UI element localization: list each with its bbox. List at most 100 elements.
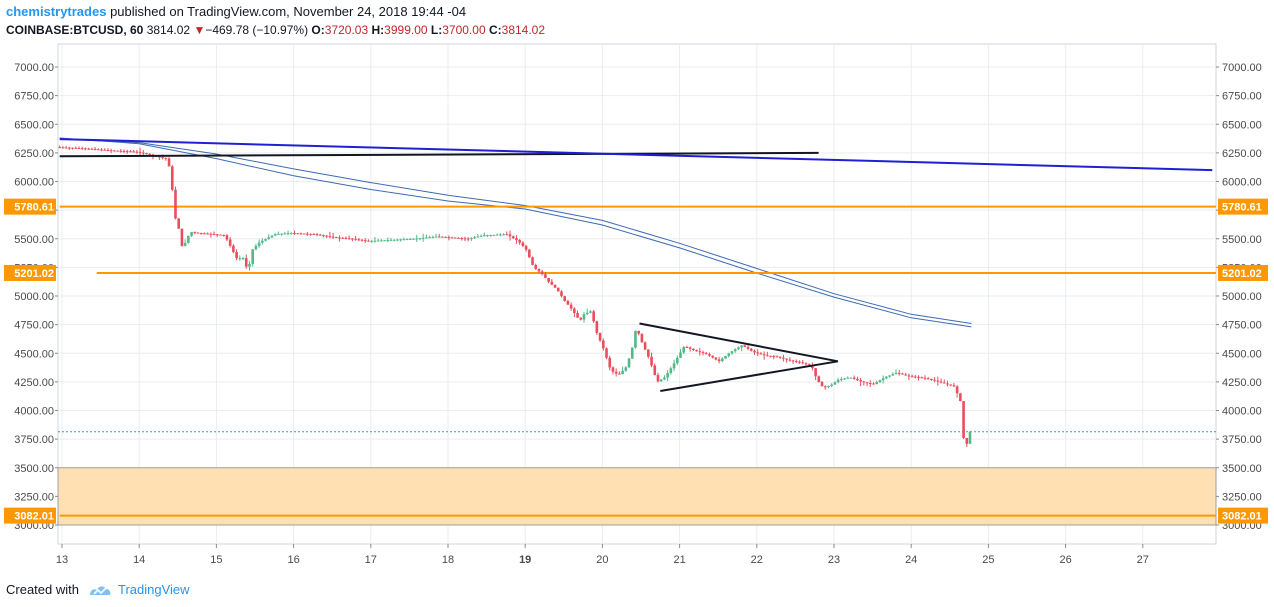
candle-body xyxy=(965,437,969,444)
candle-body xyxy=(277,233,280,235)
candle-body xyxy=(109,150,113,152)
candle-body xyxy=(254,245,258,250)
author-link[interactable]: chemistrytrades xyxy=(6,4,107,19)
candle-body xyxy=(187,235,190,243)
candle-body xyxy=(766,355,769,357)
candle-body xyxy=(380,240,383,242)
moving-average-line xyxy=(59,138,972,324)
candle-body xyxy=(823,386,827,388)
candle-body xyxy=(454,237,457,239)
candle-body xyxy=(473,237,476,239)
candle-body xyxy=(888,375,891,377)
candle-body xyxy=(569,304,573,309)
trend-line[interactable] xyxy=(639,322,839,392)
y-tick-label: 3250.00 xyxy=(14,491,54,503)
price-label-bg xyxy=(4,507,56,524)
close-label: C: xyxy=(488,23,502,37)
trend-lines[interactable] xyxy=(59,138,1213,392)
y-tick-label: 5500.00 xyxy=(14,234,54,246)
candle-body xyxy=(174,189,177,219)
candle-body xyxy=(949,384,953,386)
candle-body xyxy=(418,238,422,240)
trend-line[interactable] xyxy=(59,151,819,158)
candle-body xyxy=(769,355,772,357)
candle-body xyxy=(698,351,702,353)
candle-body xyxy=(547,277,550,282)
footer: Created with TradingView xyxy=(6,580,190,600)
candle-body xyxy=(399,239,402,241)
candle-body xyxy=(685,347,689,349)
candle-body xyxy=(897,372,901,374)
chart-header: chemistrytrades published on TradingView… xyxy=(6,3,1266,39)
x-tick-label: 20 xyxy=(596,554,608,566)
y-tick-label: 5000.00 xyxy=(1222,291,1262,303)
candle-body xyxy=(502,234,505,236)
candle-body xyxy=(409,238,412,240)
candle-body xyxy=(563,296,567,301)
low-label: L: xyxy=(430,23,443,37)
moving-average-line xyxy=(59,137,972,328)
candle-body xyxy=(540,271,544,275)
candle-body xyxy=(650,356,653,366)
candle-body xyxy=(656,375,660,382)
candle-body xyxy=(840,379,843,381)
candle-body xyxy=(946,383,949,385)
y-tick-label: 6250.00 xyxy=(1222,148,1262,160)
y-axis-right: 7000.006750.006500.006250.006000.005750.… xyxy=(1216,62,1262,532)
candle-body xyxy=(907,375,911,377)
candle-body xyxy=(717,359,721,362)
trend-line[interactable] xyxy=(59,138,1213,172)
price-chart[interactable]: 7000.006750.006500.006250.006000.005750.… xyxy=(0,0,1274,580)
x-tick-label: 18 xyxy=(442,554,454,566)
candle-body xyxy=(267,237,271,240)
candle-body xyxy=(331,236,335,238)
candle-body xyxy=(515,238,518,241)
price-change: −469.78 (−10.97%) xyxy=(205,23,309,37)
tradingview-link[interactable]: TradingView xyxy=(117,582,190,597)
y-tick-label: 6250.00 xyxy=(14,148,54,160)
candle-body xyxy=(875,382,879,385)
candle-body xyxy=(531,257,534,265)
candle-body xyxy=(611,367,615,372)
candle-body xyxy=(659,379,663,382)
price-label-bg xyxy=(1218,264,1268,281)
candle-body xyxy=(827,385,830,387)
candle-body xyxy=(293,233,296,235)
candle-body xyxy=(592,311,595,322)
candle-body xyxy=(576,312,579,318)
y-tick-label: 6000.00 xyxy=(14,177,54,189)
candle-body xyxy=(103,149,107,151)
candle-body xyxy=(663,377,666,380)
candle-body xyxy=(682,347,686,353)
candle-body xyxy=(881,378,885,381)
candle-body xyxy=(923,377,927,379)
y-tick-label: 4500.00 xyxy=(14,348,54,360)
y-tick-label: 4000.00 xyxy=(14,406,54,418)
candle-body xyxy=(444,236,447,238)
candle-body xyxy=(614,371,618,374)
candle-body xyxy=(704,353,708,355)
candle-body xyxy=(421,237,425,239)
candle-body xyxy=(466,238,470,240)
last-price: 3814.02 xyxy=(146,23,191,37)
candle-body xyxy=(582,314,586,320)
candle-body xyxy=(711,355,714,358)
candle-body xyxy=(942,382,946,384)
candle-body xyxy=(743,345,747,347)
candle-body xyxy=(756,352,760,354)
candle-body xyxy=(807,364,811,366)
candle-body xyxy=(791,360,795,362)
price-label-bg xyxy=(4,264,56,281)
candle-body xyxy=(309,233,312,235)
candle-body xyxy=(235,252,238,259)
candle-body xyxy=(759,353,763,355)
candle-body xyxy=(219,234,222,236)
candle-body xyxy=(212,233,216,235)
candle-body xyxy=(521,242,525,246)
candle-body xyxy=(904,374,907,376)
published-text: published on TradingView.com, November 2… xyxy=(110,4,467,19)
candle-body xyxy=(61,147,65,149)
candle-body xyxy=(351,238,354,240)
candle-body xyxy=(383,240,386,242)
candle-body xyxy=(653,365,657,376)
